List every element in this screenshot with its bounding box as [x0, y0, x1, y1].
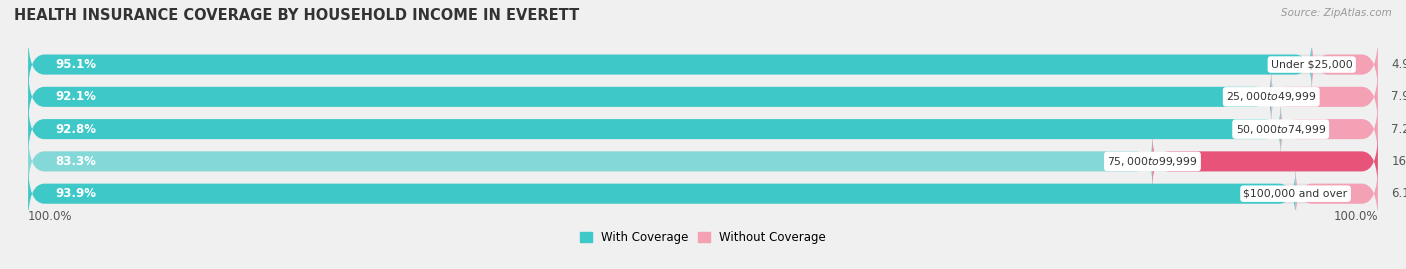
Text: HEALTH INSURANCE COVERAGE BY HOUSEHOLD INCOME IN EVERETT: HEALTH INSURANCE COVERAGE BY HOUSEHOLD I… [14, 8, 579, 23]
FancyBboxPatch shape [28, 36, 1378, 93]
Text: Under $25,000: Under $25,000 [1271, 59, 1353, 70]
FancyBboxPatch shape [1153, 133, 1378, 190]
Text: 100.0%: 100.0% [1333, 210, 1378, 223]
Text: 6.1%: 6.1% [1392, 187, 1406, 200]
Text: $75,000 to $99,999: $75,000 to $99,999 [1108, 155, 1198, 168]
Text: $25,000 to $49,999: $25,000 to $49,999 [1226, 90, 1316, 103]
Text: 4.9%: 4.9% [1392, 58, 1406, 71]
FancyBboxPatch shape [28, 68, 1271, 126]
FancyBboxPatch shape [28, 68, 1378, 126]
Text: 83.3%: 83.3% [55, 155, 96, 168]
Text: 92.8%: 92.8% [55, 123, 96, 136]
FancyBboxPatch shape [1312, 36, 1378, 93]
FancyBboxPatch shape [1281, 100, 1378, 158]
FancyBboxPatch shape [28, 36, 1312, 93]
FancyBboxPatch shape [28, 165, 1378, 222]
FancyBboxPatch shape [28, 100, 1378, 158]
FancyBboxPatch shape [28, 133, 1153, 190]
FancyBboxPatch shape [28, 133, 1378, 190]
FancyBboxPatch shape [28, 165, 1295, 222]
Text: $100,000 and over: $100,000 and over [1243, 189, 1347, 199]
FancyBboxPatch shape [1271, 68, 1378, 126]
Text: 95.1%: 95.1% [55, 58, 96, 71]
Text: Source: ZipAtlas.com: Source: ZipAtlas.com [1281, 8, 1392, 18]
Text: 92.1%: 92.1% [55, 90, 96, 103]
Text: 93.9%: 93.9% [55, 187, 96, 200]
FancyBboxPatch shape [1295, 165, 1378, 222]
Text: 16.7%: 16.7% [1392, 155, 1406, 168]
FancyBboxPatch shape [28, 100, 1281, 158]
Text: 7.2%: 7.2% [1392, 123, 1406, 136]
Text: 100.0%: 100.0% [28, 210, 73, 223]
Text: 7.9%: 7.9% [1392, 90, 1406, 103]
Text: $50,000 to $74,999: $50,000 to $74,999 [1236, 123, 1326, 136]
Legend: With Coverage, Without Coverage: With Coverage, Without Coverage [575, 227, 831, 249]
